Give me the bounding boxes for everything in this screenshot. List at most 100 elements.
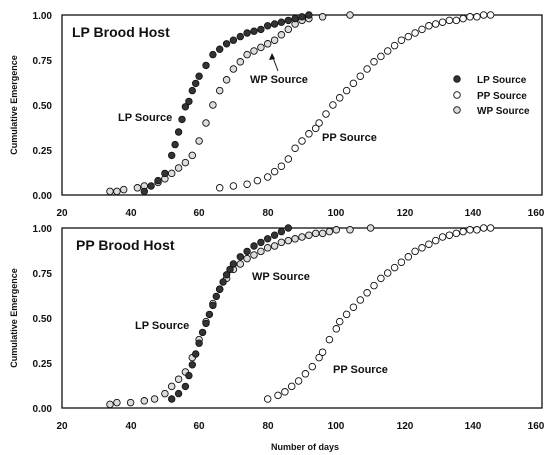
data-point-pp-source [291,144,299,152]
legend-marker-lp [453,75,461,83]
data-point-wp-source [277,31,286,39]
data-point-lp-source [236,253,244,261]
data-point-wp-source [174,375,183,383]
data-point-lp-source [250,242,258,250]
data-point-lp-source [181,103,190,111]
data-point-lp-source [215,45,224,53]
panel-title-bottom: PP Brood Host [76,237,175,253]
data-point-pp-source [383,269,392,277]
annotation-lp-source-bottom: LP Source [135,320,189,332]
data-point-pp-source [390,263,399,272]
data-point-pp-source [284,155,293,163]
data-point-pp-source [438,233,447,241]
legend-marker-wp [453,106,461,114]
data-point-wp-source [243,50,251,59]
data-point-lp-source [191,350,200,358]
data-point-pp-source [215,184,224,192]
data-point-pp-source [335,317,344,326]
x-tick-label: 80 [262,208,274,219]
panel-lp-brood-host: LP Brood Host Cumulative Emergence 0.00 … [9,11,545,219]
data-point-pp-source [486,224,495,232]
annotation-wp-source-bottom: WP Source [252,271,310,283]
data-point-pp-source [287,382,296,391]
data-point-wp-source [167,382,176,391]
legend-label-pp: PP Source [477,91,527,102]
data-point-lp-source [284,224,292,232]
data-point-pp-source [356,72,365,80]
x-tick-label: 100 [328,421,345,432]
data-point-pp-source [431,236,440,245]
data-point-wp-source [277,238,286,247]
points-top [106,11,495,196]
data-point-lp-source [243,247,251,256]
data-point-lp-source [188,86,196,95]
panel-pp-brood-host: PP Brood Host Cumulative Emergence 0.00 … [9,224,545,452]
data-point-wp-source [236,58,245,66]
x-tick-label: 140 [465,421,482,432]
data-point-wp-source [140,397,149,405]
data-point-pp-source [425,22,433,30]
data-point-wp-source [257,43,265,52]
data-point-lp-source [270,20,279,28]
data-point-wp-source [318,13,327,21]
data-point-wp-source [167,169,176,178]
data-point-pp-source [229,182,238,190]
data-point-lp-source [209,50,217,59]
data-point-wp-source [113,398,121,407]
data-point-pp-source [459,14,467,23]
data-point-wp-source [133,184,142,192]
data-point-pp-source [274,391,282,400]
y-tick-label: 0.25 [33,359,53,370]
data-point-lp-source [250,27,258,35]
y-tick-label: 0.00 [33,404,53,415]
data-point-wp-source [181,158,190,167]
data-point-wp-source [229,65,238,73]
data-point-wp-source [243,254,251,263]
data-point-wp-source [126,398,135,407]
data-point-pp-source [383,47,392,55]
data-point-pp-source [377,274,385,283]
data-point-wp-source [311,229,320,238]
data-point-pp-source [342,310,351,319]
data-point-lp-source [195,72,203,80]
data-point-pp-source [452,229,461,238]
data-point-pp-source [349,79,358,88]
data-point-pp-source [452,16,461,25]
data-point-lp-source [291,14,299,23]
data-point-pp-source [277,162,286,170]
plot-frame-top [61,14,543,196]
data-point-wp-source [298,233,306,241]
data-point-lp-source [215,285,224,293]
data-point-pp-source [363,289,371,297]
y-axis-label-bottom: Cumulative Emergence [9,268,19,368]
data-point-pp-source [473,226,481,234]
data-point-lp-source [257,238,265,247]
legend-label-lp: LP Source [477,75,527,86]
data-point-pp-source [281,388,289,396]
x-tick-label: 120 [397,208,414,219]
data-point-lp-source [202,61,210,70]
data-point-wp-source [250,251,258,259]
data-point-wp-source [119,185,128,194]
data-point-wp-source [209,101,217,109]
data-point-pp-source [325,335,334,344]
x-tick-label: 160 [528,421,545,432]
data-point-pp-source [397,36,406,44]
data-point-lp-source [191,79,200,88]
data-point-pp-source [332,325,341,333]
data-point-pp-source [253,176,262,185]
data-point-pp-source [431,20,440,28]
data-point-lp-source [181,382,190,391]
data-point-lp-source [198,328,207,337]
annotation-pp-source-bottom: PP Source [333,364,388,376]
y-tick-labels-bottom: 0.00 0.25 0.50 0.75 1.00 [33,224,53,415]
data-point-pp-source [397,258,406,266]
y-tick-label: 0.75 [33,269,53,280]
data-point-lp-source [243,29,251,37]
data-point-lp-source [264,235,272,243]
data-point-pp-source [418,25,426,34]
data-point-lp-source [167,151,176,160]
data-point-lp-source [284,16,292,25]
data-point-lp-source [305,11,313,19]
data-point-lp-source [222,40,231,48]
